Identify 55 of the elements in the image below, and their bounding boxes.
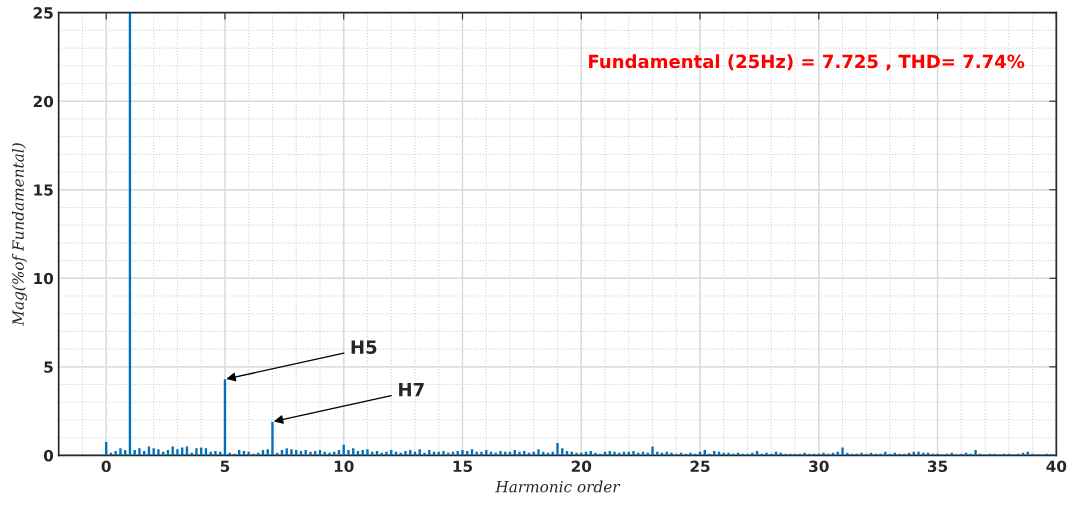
bar [803,452,806,456]
bar [765,452,768,456]
bar [917,451,920,456]
x-tick-label: 0 [101,460,111,473]
bar [594,452,597,456]
x-tick-label: 10 [334,460,354,473]
x-tick-label: 20 [571,460,592,473]
bar [385,451,388,456]
bar [689,452,692,456]
bar [328,452,331,456]
bar [309,451,312,456]
bar [537,449,540,456]
y-axis-title: Mag(%of Fundamental) [12,143,28,326]
x-tick-label: 5 [220,460,230,473]
y-tick-label: 5 [44,361,53,373]
bar [670,452,673,456]
bar [138,448,141,456]
bar [632,450,635,456]
bar [461,450,464,456]
annotation: H7 [399,383,424,397]
bar [195,448,198,456]
x-tick-label: 25 [690,460,710,473]
x-tick-label: 35 [927,460,948,473]
y-tick-label: 25 [33,7,53,19]
x-tick-label: 15 [453,460,473,473]
bar [822,452,825,456]
x-axis-title: Harmonic order [495,480,621,493]
bar [423,452,426,456]
bar [176,449,179,456]
bar [499,450,502,456]
bar [518,451,521,456]
bar [404,450,407,456]
y-tick-label: 10 [34,272,54,285]
bar [841,447,844,456]
y-tick-label: 20 [33,95,54,108]
bar [214,450,217,456]
x-tick-label: 30 [809,460,829,473]
y-tick-label: 0 [43,449,54,462]
x-tick-label: 40 [1046,460,1067,473]
bar [157,449,160,456]
bar [442,450,445,456]
bar [480,451,483,456]
bar [290,449,293,456]
bar [347,450,350,456]
bar [651,446,654,456]
bar [727,452,730,456]
annotation: H5 [351,340,377,354]
bar [556,443,559,456]
bar [119,448,122,456]
bar [613,451,616,456]
annotation: Fundamental (25Hz) = 7.725 , THD= 7.74% [589,54,1025,71]
y-tick-label: 15 [34,184,53,196]
bar [860,452,863,456]
bar [575,452,578,456]
bar [974,450,977,456]
